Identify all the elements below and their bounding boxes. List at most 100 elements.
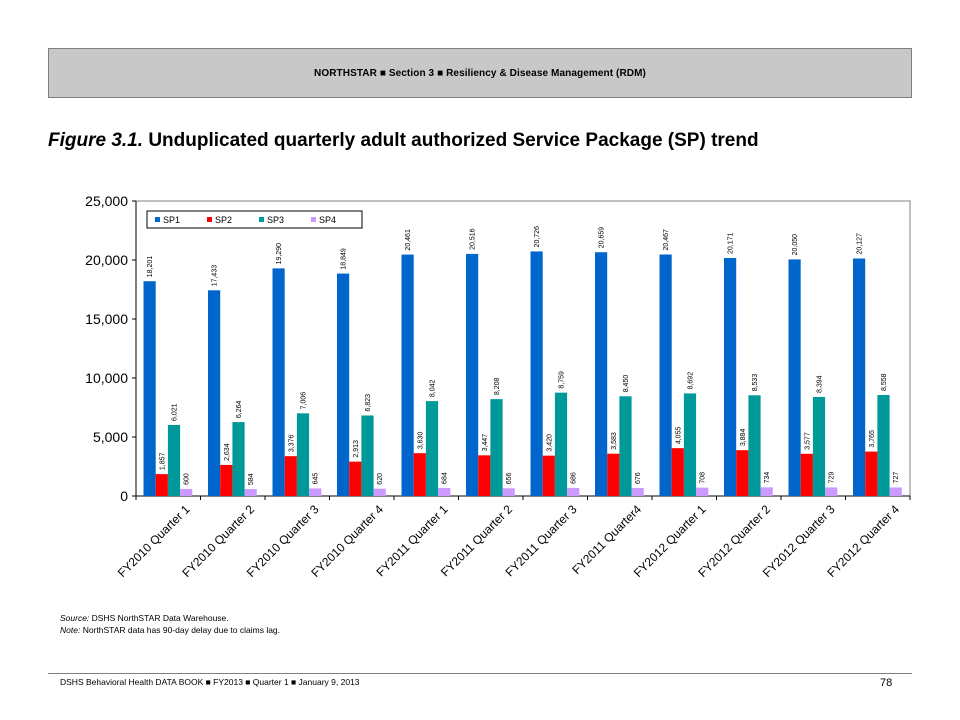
bar-sp3 — [361, 415, 374, 496]
bar-sp2 — [478, 455, 491, 496]
y-tick-label: 15,000 — [85, 311, 128, 327]
y-tick-label: 25,000 — [85, 193, 128, 209]
data-label: 3,376 — [288, 435, 295, 453]
bar-sp4 — [502, 488, 515, 496]
legend-label-sp3: SP3 — [267, 215, 284, 225]
bar-sp4 — [889, 487, 902, 496]
bar-sp1 — [530, 251, 543, 496]
figure-title: Figure 3.1. Unduplicated quarterly adult… — [48, 130, 759, 152]
data-label: 20,171 — [728, 232, 735, 254]
data-label: 6,823 — [365, 394, 372, 412]
data-label: 20,461 — [405, 229, 412, 251]
bar-sp3 — [877, 395, 890, 496]
y-tick-label: 10,000 — [85, 370, 128, 386]
section-header-text: NORTHSTAR ■ Section 3 ■ Resiliency & Dis… — [314, 67, 646, 79]
bar-sp2 — [800, 453, 813, 496]
data-label: 20,467 — [663, 229, 670, 251]
bar-sp4 — [244, 489, 257, 496]
data-label: 7,006 — [301, 392, 308, 410]
data-label: 3,420 — [546, 434, 553, 452]
data-label: 684 — [442, 472, 449, 484]
data-label: 8,208 — [494, 378, 501, 396]
bar-sp1 — [272, 268, 285, 496]
bar-sp4 — [760, 487, 773, 496]
bar-sp1 — [401, 254, 414, 496]
data-label: 2,634 — [224, 443, 231, 461]
data-label: 8,450 — [623, 375, 630, 393]
y-tick-label: 0 — [120, 488, 128, 504]
bar-sp4 — [373, 488, 386, 496]
y-tick-label: 20,000 — [85, 252, 128, 268]
data-label: 734 — [764, 472, 771, 484]
bar-sp1 — [337, 273, 350, 496]
bar-sp3 — [812, 396, 826, 496]
data-label: 20,127 — [857, 233, 864, 255]
bar-sp2 — [284, 456, 297, 496]
chart-notes: Source: DSHS NorthSTAR Data Warehouse. N… — [60, 612, 280, 636]
bar-sp2 — [220, 464, 233, 496]
source-note: Source: DSHS NorthSTAR Data Warehouse. — [60, 613, 229, 623]
data-label: 3,577 — [804, 432, 811, 450]
section-header: NORTHSTAR ■ Section 3 ■ Resiliency & Dis… — [48, 48, 912, 98]
data-label: 3,630 — [417, 432, 424, 450]
data-label: 2,913 — [353, 440, 360, 458]
bar-sp3 — [683, 393, 697, 496]
data-label: 18,201 — [147, 256, 154, 278]
bar-sp1 — [788, 259, 801, 496]
page-number: 78 — [880, 677, 893, 689]
data-label: 729 — [829, 472, 836, 484]
bar-sp4 — [696, 487, 709, 496]
data-label: 20,050 — [792, 234, 799, 256]
delay-note: Note: NorthSTAR data has 90-day delay du… — [60, 625, 281, 635]
data-label: 8,042 — [430, 379, 437, 397]
legend-label-sp2: SP2 — [215, 215, 232, 225]
bar-sp3 — [232, 422, 245, 496]
bar-sp1 — [208, 290, 221, 496]
data-label: 4,055 — [675, 427, 682, 445]
data-label: 8,759 — [559, 371, 566, 389]
legend-swatch-sp3 — [259, 217, 264, 222]
bar-sp2 — [865, 451, 878, 496]
sp-trend-chart: 0 5,000 10,000 15,000 20,000 25,000 18,201 1,85… — [85, 193, 911, 580]
bar-sp3 — [748, 395, 761, 496]
x-tick-label: FY2011 Quarter 3 — [502, 502, 579, 579]
data-label: 656 — [506, 472, 513, 484]
bar-sp4 — [438, 487, 451, 496]
bar-sp1 — [595, 252, 608, 496]
data-label: 20,516 — [470, 228, 477, 250]
data-label: 645 — [313, 473, 320, 485]
bar-sp2 — [155, 474, 168, 496]
data-label: 584 — [248, 473, 255, 485]
figure-title-text: Unduplicated quarterly adult authorized … — [148, 130, 759, 151]
data-label: 6,021 — [172, 403, 179, 421]
data-label: 708 — [700, 472, 707, 484]
bar-sp3 — [425, 401, 439, 496]
data-label: 727 — [893, 472, 900, 484]
data-label: 8,558 — [881, 373, 888, 391]
bar-sp2 — [542, 455, 555, 496]
data-label: 8,394 — [817, 375, 824, 393]
data-label: 3,884 — [740, 429, 747, 447]
y-tick-label: 5,000 — [93, 429, 128, 445]
data-label: 20,726 — [534, 226, 541, 248]
footer-text: DSHS Behavioral Health DATA BOOK ■ FY201… — [60, 677, 360, 687]
bar-sp3 — [619, 396, 632, 496]
legend-swatch-sp4 — [311, 217, 316, 222]
data-label: 620 — [377, 473, 384, 485]
bar-sp4 — [309, 488, 322, 496]
legend-swatch-sp2 — [207, 217, 212, 222]
bar-sp4 — [567, 487, 580, 496]
bar-sp2 — [349, 461, 362, 496]
bar-sp2 — [413, 453, 426, 496]
legend-swatch-sp1 — [155, 217, 160, 222]
bar-sp1 — [659, 254, 672, 496]
bar-sp4 — [631, 488, 644, 496]
bar-sp3 — [167, 424, 181, 496]
data-label: 8,692 — [688, 372, 695, 390]
bar-sp4 — [825, 487, 838, 496]
legend-label-sp4: SP4 — [319, 215, 336, 225]
data-label: 19,290 — [276, 243, 283, 265]
bar-sp2 — [607, 453, 620, 496]
bar-sp3 — [490, 399, 503, 496]
x-tick-label: FY2011 Quarter4 — [569, 502, 644, 577]
